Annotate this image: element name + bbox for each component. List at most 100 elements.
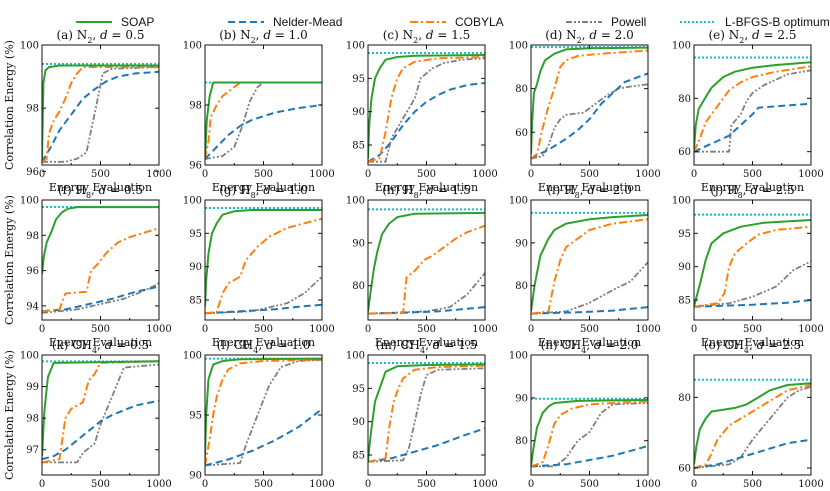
y-tick-label: 100 (509, 196, 528, 207)
y-tick-label: 100 (20, 351, 39, 362)
series-line-cobyla (205, 358, 322, 466)
x-tick-label: 1000 (309, 324, 334, 335)
panel-title: (b) N2, d = 1.0 (219, 28, 308, 45)
x-tick-label: 0 (39, 169, 45, 180)
series-line-powell (42, 363, 159, 464)
series-line-soap (531, 399, 648, 467)
x-tick-label: 1000 (472, 479, 497, 490)
axes-frame (204, 354, 323, 476)
panel-b: (b) N2, d = 1.0 0 500 1000 96 98 100 Energy Eva… (183, 28, 335, 194)
series-line-soap (42, 64, 159, 159)
series-line-powell (694, 69, 811, 153)
y-tick-label: 96 (189, 161, 202, 172)
series-line-soap (694, 382, 811, 465)
x-tick-label: 500 (254, 169, 273, 180)
y-axis-label: Correlation Energy (%) (3, 40, 16, 170)
y-tick-label: 90 (515, 238, 528, 249)
x-tick-label: 1000 (146, 324, 171, 335)
y-tick-label: 96 (26, 266, 39, 277)
x-tick-label: 500 (743, 479, 762, 490)
legend-label-l-bfgs-b-optimum: L-BFGS-B optimum (725, 15, 830, 29)
y-tick-label: 60 (678, 147, 691, 158)
y-tick-label: 90 (352, 238, 365, 249)
x-tick-label: 0 (528, 324, 534, 335)
x-tick-label: 500 (580, 479, 599, 490)
y-tick-label: 80 (678, 393, 691, 404)
x-tick-label: 500 (743, 169, 762, 180)
y-tick-label: 100 (672, 41, 691, 52)
x-axis-label: Energy Evaluation (212, 181, 315, 194)
x-tick-label: 0 (365, 479, 371, 490)
y-tick-label: 90 (678, 262, 691, 273)
x-tick-label: 1000 (146, 169, 171, 180)
y-tick-label: 100 (672, 196, 691, 207)
y-tick-label: 100 (509, 41, 528, 52)
y-tick-label: 80 (352, 281, 365, 292)
axes-frame (204, 199, 323, 321)
y-tick-label: 95 (352, 384, 365, 395)
x-tick-label: 1000 (309, 169, 334, 180)
panel-o: (o) CH4, d = 2.5 0 500 1000 60 80 Energy Evalu… (678, 338, 823, 490)
x-tick-label: 500 (580, 169, 599, 180)
series-line-cobyla (42, 66, 159, 163)
panel-title: (e) N2, d = 2.5 (709, 28, 797, 45)
x-axis-label: Energy Evaluation (49, 181, 152, 194)
series-line-nelder-mead (694, 102, 811, 153)
y-tick-label: 94 (26, 301, 39, 312)
panel-d: (d) N2, d = 2.0 0 500 1000 60 80 100 Energy Eva… (509, 28, 661, 194)
series-line-soap (368, 363, 485, 462)
panel-title: (d) N2, d = 2.0 (545, 28, 634, 45)
y-tick-label: 100 (183, 41, 202, 52)
panel-a: (a) N2, d = 0.5 0 500 1000 96 98 100 Energy Eva… (20, 28, 172, 194)
series-line-nelder-mead (42, 70, 159, 163)
series-line-cobyla (42, 227, 159, 313)
x-tick-label: 500 (580, 324, 599, 335)
y-tick-label: 85 (678, 296, 691, 307)
series-line-cobyla (531, 400, 648, 468)
legend-label-cobyla: COBYLA (455, 15, 504, 29)
axes-frame (204, 44, 323, 166)
x-axis-label: Energy Evaluation (375, 181, 478, 194)
y-tick-label: 80 (678, 94, 691, 105)
x-tick-label: 0 (202, 324, 208, 335)
series-line-nelder-mead (205, 104, 322, 160)
x-tick-label: 500 (91, 169, 110, 180)
series-line-nelder-mead (694, 299, 811, 308)
y-tick-label: 100 (346, 351, 365, 362)
panel-title: (h) H8, d = 1.5 (382, 183, 471, 200)
panel-i: (i) H8, d = 2.0 0 500 1000 80 90 100 Energy Eva… (509, 183, 661, 349)
x-tick-label: 0 (691, 169, 697, 180)
x-tick-label: 0 (365, 324, 371, 335)
panel-c: (c) N2, d = 1.5 0 500 1000 85 90 95 100 Energy E… (346, 28, 498, 194)
series-line-soap (368, 54, 485, 159)
y-tick-label: 100 (183, 351, 202, 362)
x-tick-label: 1000 (635, 324, 660, 335)
panel-title: (i) H8, d = 2.0 (547, 183, 632, 200)
panel-title: (g) H8, d = 1.0 (219, 183, 308, 200)
panel-title: (n) CH4, d = 2.0 (541, 338, 639, 355)
x-tick-label: 1000 (472, 169, 497, 180)
x-tick-label: 1000 (472, 324, 497, 335)
series-line-nelder-mead (531, 444, 648, 468)
y-tick-label: 90 (515, 393, 528, 404)
y-tick-label: 97 (26, 445, 39, 456)
panel-e: (e) N2, d = 2.5 0 500 1000 60 80 100 Energy Eva… (672, 28, 824, 194)
series-line-nelder-mead (42, 399, 159, 461)
series-line-powell (531, 83, 648, 160)
series-line-powell (368, 57, 485, 163)
x-tick-label: 1000 (635, 479, 660, 490)
series-line-nelder-mead (368, 427, 485, 463)
series-line-soap (42, 206, 159, 275)
x-tick-label: 0 (691, 479, 697, 490)
series-line-nelder-mead (42, 285, 159, 313)
y-tick-label: 98 (26, 231, 39, 242)
y-tick-label: 85 (352, 141, 365, 152)
x-axis-label: Energy Evaluation (538, 181, 641, 194)
y-axis-label: Correlation Energy (%) (3, 195, 16, 325)
x-tick-label: 0 (39, 324, 45, 335)
y-tick-label: 100 (346, 196, 365, 207)
y-tick-label: 90 (352, 417, 365, 428)
x-tick-label: 0 (691, 324, 697, 335)
panel-h: (h) H8, d = 1.5 0 500 1000 80 90 100 Energy Eva… (346, 183, 498, 349)
axes-frame (367, 199, 486, 321)
